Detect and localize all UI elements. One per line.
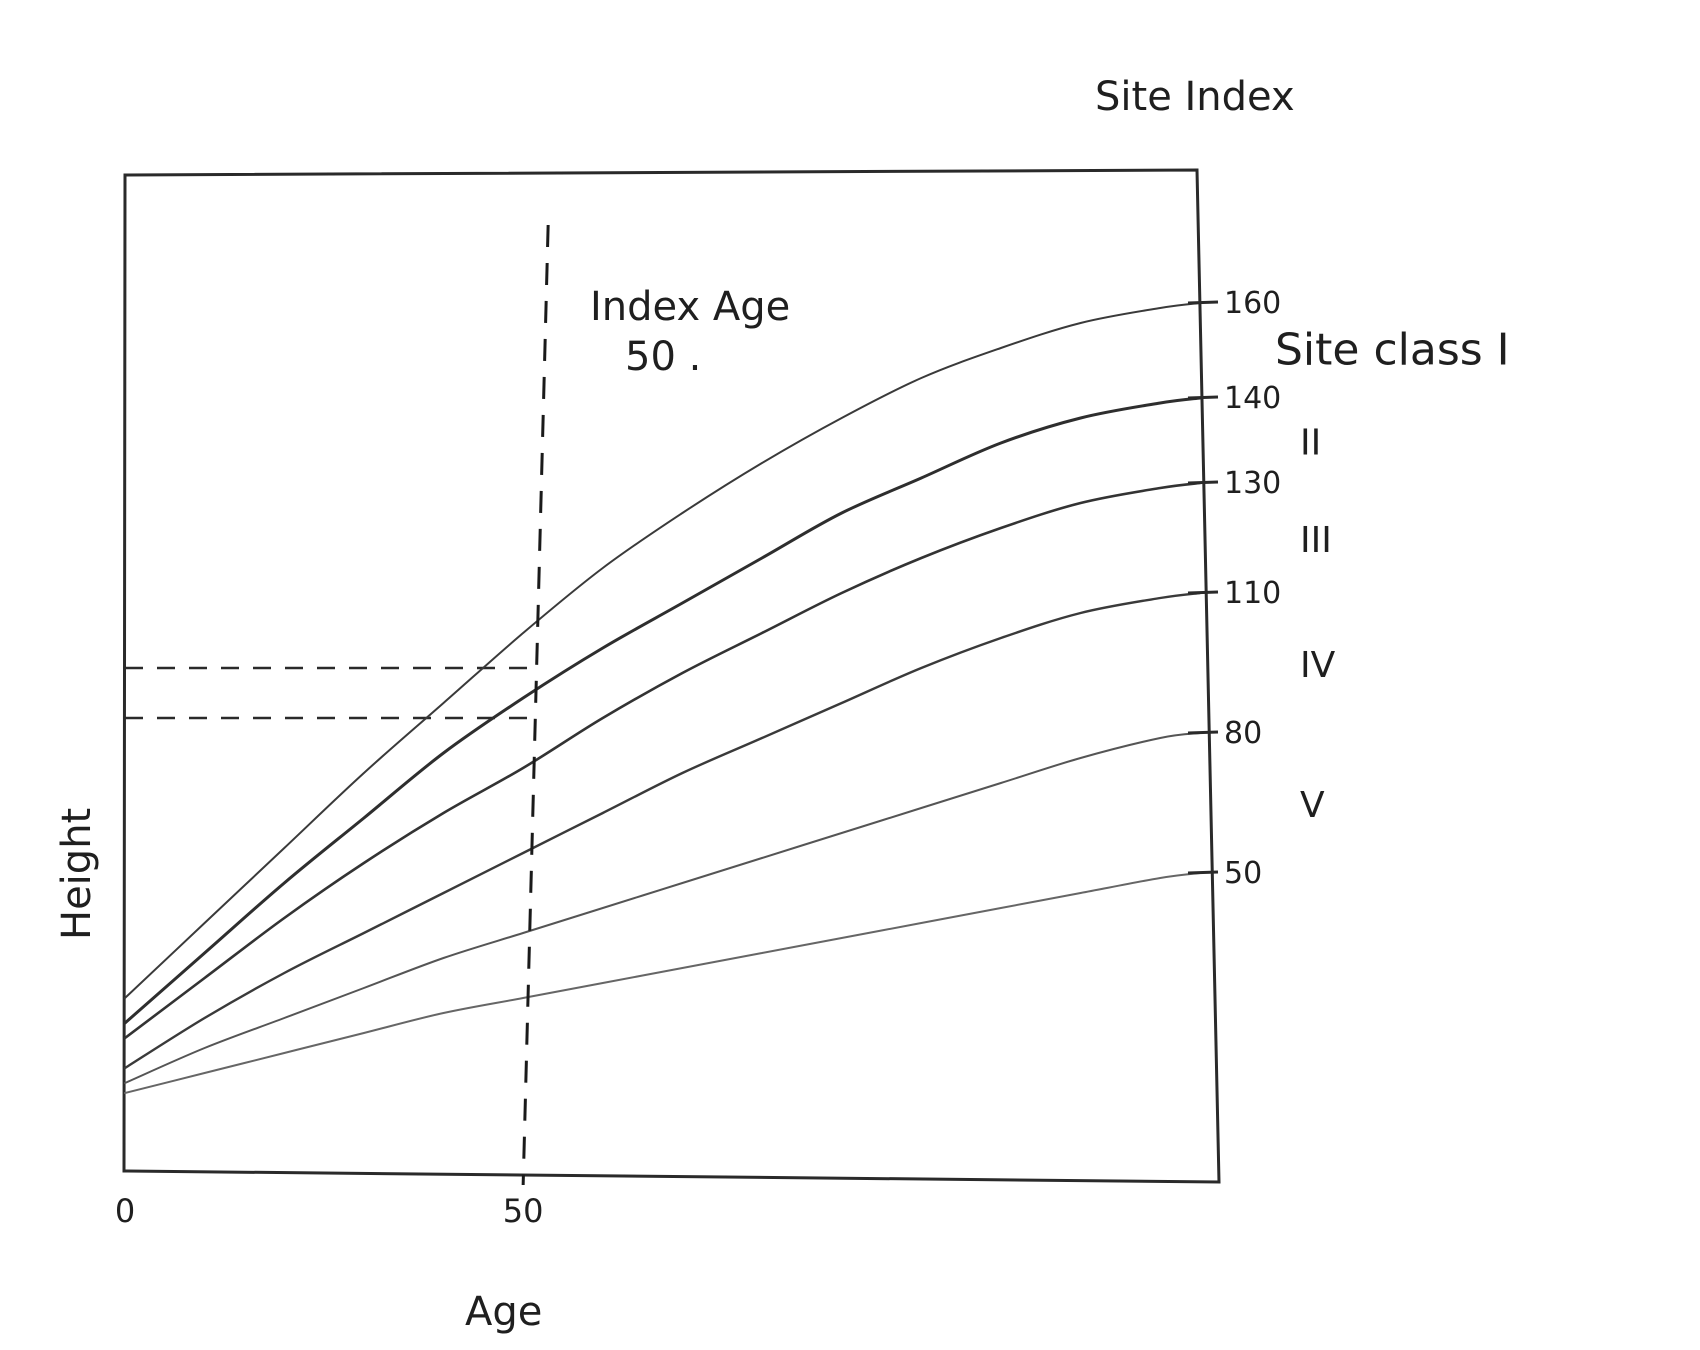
plot-frame bbox=[122, 168, 1221, 1184]
site-index-curve-110 bbox=[123, 591, 1202, 1070]
site-index-tick-110 bbox=[1187, 590, 1219, 595]
y-axis-title: Height bbox=[54, 808, 100, 940]
site-index-tick-140 bbox=[1187, 395, 1219, 400]
site-class-label-1: Site class I bbox=[1275, 325, 1510, 376]
x-tick-labels: 0 50 bbox=[115, 1192, 544, 1230]
reference-height-lines bbox=[125, 666, 530, 720]
site-index-curve-130 bbox=[123, 481, 1202, 1040]
site-index-curve-80 bbox=[124, 732, 1201, 1084]
site-index-tick-80 bbox=[1187, 730, 1219, 735]
index-age-label-line1: Index Age bbox=[590, 284, 790, 330]
index-age-marker bbox=[521, 224, 550, 1186]
site-class-label-4: IV bbox=[1300, 645, 1336, 686]
site-index-curves bbox=[123, 302, 1202, 1094]
site-index-curve-50 bbox=[124, 872, 1201, 1094]
site-index-label-140: 140 bbox=[1224, 381, 1281, 416]
x-axis-title: Age bbox=[465, 1289, 542, 1335]
site-index-tick-50 bbox=[1187, 870, 1219, 875]
site-index-curve-140 bbox=[123, 396, 1202, 1025]
x-tick-label-50: 50 bbox=[503, 1192, 544, 1230]
site-index-ticks bbox=[1187, 300, 1219, 875]
index-age-label-line2: 50 . bbox=[625, 334, 701, 380]
site-class-label-3: III bbox=[1300, 520, 1332, 561]
site-index-labels: 160 140 130 110 80 50 bbox=[1224, 286, 1281, 891]
site-index-label-160: 160 bbox=[1224, 286, 1281, 321]
right-axis-title: Site Index bbox=[1095, 74, 1295, 120]
site-class-label-2: II bbox=[1300, 423, 1321, 464]
site-index-label-80: 80 bbox=[1224, 716, 1262, 751]
site-index-tick-130 bbox=[1187, 480, 1219, 485]
site-index-label-130: 130 bbox=[1224, 466, 1281, 501]
site-class-label-5: V bbox=[1300, 785, 1325, 826]
index-age-line bbox=[521, 224, 550, 1186]
site-index-curve-160 bbox=[124, 302, 1201, 999]
site-index-label-50: 50 bbox=[1224, 856, 1262, 891]
site-index-label-110: 110 bbox=[1224, 576, 1281, 611]
x-tick-label-0: 0 bbox=[115, 1192, 135, 1230]
site-index-tick-160 bbox=[1187, 300, 1219, 305]
